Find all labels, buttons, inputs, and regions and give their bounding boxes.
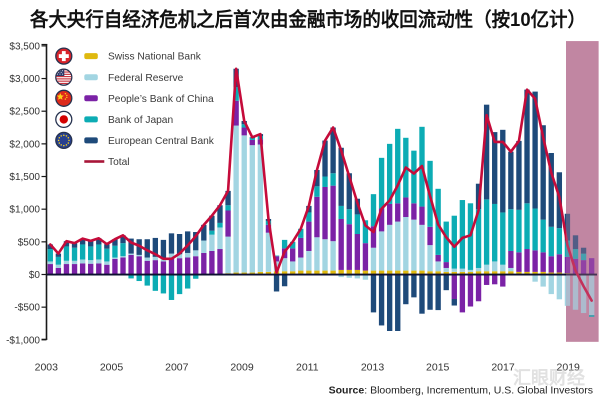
svg-text:各大央行自经济危机之后首次由金融市场的收回流动性（按10亿计: 各大央行自经济危机之后首次由金融市场的收回流动性（按10亿计）: [29, 8, 586, 31]
svg-text:Federal Reserve: Federal Reserve: [108, 73, 184, 84]
svg-text:2015: 2015: [426, 362, 450, 374]
svg-text:Bank of Japan: Bank of Japan: [108, 115, 173, 126]
svg-text:汇眼财经: 汇眼财经: [513, 367, 585, 388]
svg-text:2013: 2013: [361, 362, 385, 374]
svg-text:2007: 2007: [165, 362, 189, 374]
svg-text:$2,000: $2,000: [9, 139, 40, 150]
svg-text:-$1,000: -$1,000: [6, 335, 40, 346]
svg-text:2011: 2011: [296, 362, 319, 374]
svg-text:Source: Bloomberg, Incrementum: Source: Bloomberg, Incrementum, U.S. Glo…: [329, 385, 593, 397]
svg-text:$3,000: $3,000: [9, 74, 40, 85]
svg-text:$3,500: $3,500: [9, 41, 40, 52]
svg-text:Total: Total: [108, 157, 130, 168]
svg-text:European Central Bank: European Central Bank: [108, 136, 215, 147]
svg-text:2003: 2003: [35, 362, 59, 374]
svg-text:$1,000: $1,000: [9, 205, 40, 216]
svg-text:2019: 2019: [557, 362, 581, 374]
svg-text:$0: $0: [29, 270, 41, 281]
svg-text:$2,500: $2,500: [9, 107, 40, 118]
svg-text:Swiss National Bank: Swiss National Bank: [108, 52, 202, 63]
svg-text:$500: $500: [18, 237, 41, 248]
svg-text:2005: 2005: [100, 362, 124, 374]
svg-text:People’s Bank of China: People’s Bank of China: [108, 94, 214, 105]
svg-text:2017: 2017: [491, 362, 515, 374]
svg-text:2009: 2009: [230, 362, 254, 374]
svg-text:$1,500: $1,500: [9, 172, 40, 183]
svg-text:-$500: -$500: [14, 303, 40, 314]
